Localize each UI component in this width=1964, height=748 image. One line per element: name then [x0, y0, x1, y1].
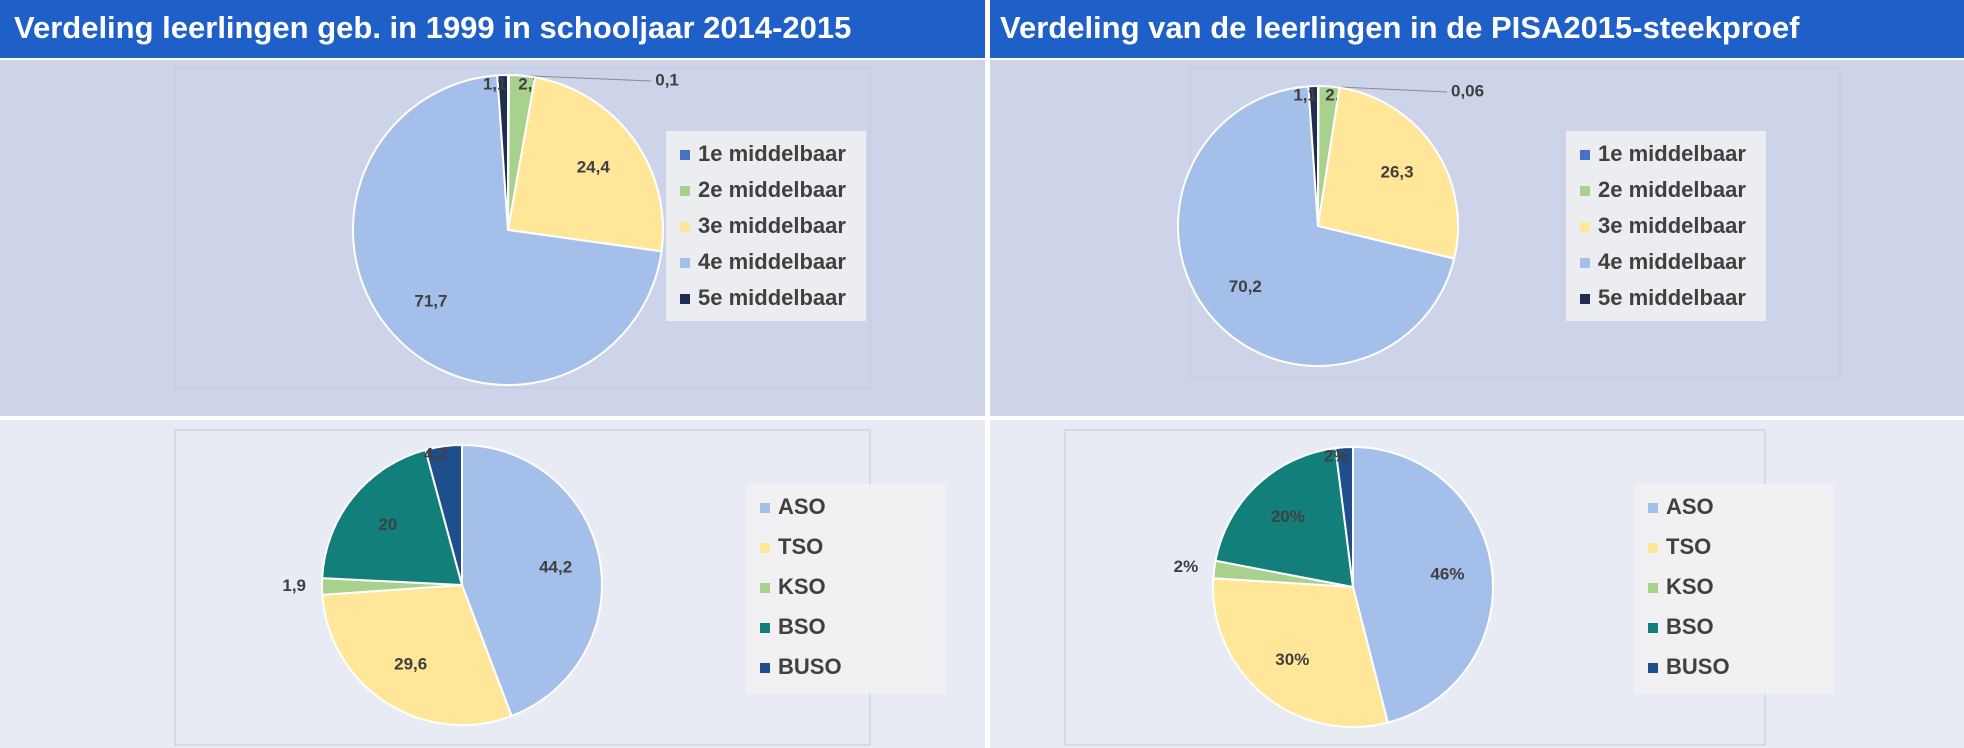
legend-label: 5e middelbaar: [698, 285, 846, 310]
legend-marker: [1648, 503, 1658, 513]
legend-marker: [1580, 222, 1590, 232]
legend-marker: [760, 583, 770, 593]
pie-slice: [352, 74, 663, 386]
pie-slice: [496, 73, 509, 231]
legend-label: KSO: [1666, 574, 1714, 599]
legend-label: ASO: [778, 494, 826, 519]
data-label: 1,1: [1293, 85, 1317, 104]
pie-slice: [1334, 445, 1354, 588]
legend-marker: [1580, 258, 1590, 268]
legend-label: 5e middelbaar: [1598, 285, 1746, 310]
pie-slice: [1212, 577, 1390, 728]
legend-box: [1566, 131, 1766, 321]
legend-marker: [680, 258, 690, 268]
legend-box: [666, 131, 866, 321]
legend-label: 1e middelbaar: [1598, 141, 1746, 166]
data-label: 20: [378, 515, 397, 534]
data-label: 24,4: [577, 158, 611, 177]
legend-label: 4e middelbaar: [1598, 249, 1746, 274]
data-label: 2%: [1324, 446, 1349, 465]
legend-marker: [1580, 186, 1590, 196]
chart-title: Verdeling van de leerlingen in de PISA20…: [1000, 10, 1800, 45]
data-label: 71,7: [414, 291, 447, 310]
legend-label: TSO: [1666, 534, 1711, 559]
header-bar: [990, 0, 1964, 58]
data-label: 0,1: [655, 70, 679, 89]
pie-slice: [1214, 446, 1355, 589]
data-label: 29,6: [394, 655, 427, 674]
legend-marker: [760, 623, 770, 633]
pie-slice: [1352, 445, 1494, 724]
data-label: 1,9: [282, 576, 306, 595]
legend-label: BUSO: [1666, 654, 1730, 679]
pie-slice: [321, 448, 464, 587]
legend-label: TSO: [778, 534, 823, 559]
legend-marker: [680, 222, 690, 232]
legend-label: 1e middelbaar: [698, 141, 846, 166]
data-label: 26,3: [1381, 162, 1414, 181]
data-label: 1,1: [483, 74, 507, 93]
legend-label: 2e middelbaar: [1598, 177, 1746, 202]
legend-marker: [760, 543, 770, 553]
legend-marker: [760, 503, 770, 513]
pie-slice: [506, 76, 664, 253]
data-label: 46%: [1430, 565, 1464, 584]
data-label: 44,2: [539, 557, 572, 576]
legend-marker: [1648, 543, 1658, 553]
legend-label: 2e middelbaar: [698, 177, 846, 202]
data-label: 0,06: [1451, 81, 1484, 100]
pie-slice: [1307, 84, 1319, 227]
legend-marker: [680, 294, 690, 304]
legend-marker: [760, 663, 770, 673]
pie-slice: [1177, 85, 1456, 367]
legend-marker: [1648, 663, 1658, 673]
pie-slice: [461, 443, 603, 718]
legend-marker: [1648, 623, 1658, 633]
data-label: 70,2: [1229, 277, 1262, 296]
data-label: 2%: [1174, 557, 1199, 576]
data-label: 30%: [1275, 650, 1309, 669]
pie-slice: [424, 443, 463, 586]
legend-label: BSO: [1666, 614, 1714, 639]
legend-label: ASO: [1666, 494, 1714, 519]
header-bar: [0, 0, 985, 58]
legend-marker: [1648, 583, 1658, 593]
legend-label: BUSO: [778, 654, 842, 679]
legend-marker: [680, 150, 690, 160]
legend-marker: [1580, 294, 1590, 304]
chart-title: Verdeling leerlingen geb. in 1999 in sch…: [14, 10, 851, 45]
data-label: 20%: [1271, 507, 1305, 526]
legend-label: KSO: [778, 574, 826, 599]
data-label: 4,2: [424, 444, 448, 463]
pie-slice: [321, 583, 513, 726]
legend-label: BSO: [778, 614, 826, 639]
plot-frame: [174, 67, 871, 389]
panel: [990, 60, 1964, 416]
legend-marker: [680, 186, 690, 196]
legend-marker: [1580, 150, 1590, 160]
legend-label: 3e middelbaar: [1598, 213, 1746, 238]
legend-box: [1634, 484, 1834, 694]
legend-label: 3e middelbaar: [698, 213, 846, 238]
pie-slice: [1316, 86, 1459, 260]
legend-label: 4e middelbaar: [698, 249, 846, 274]
legend-box: [746, 484, 946, 694]
